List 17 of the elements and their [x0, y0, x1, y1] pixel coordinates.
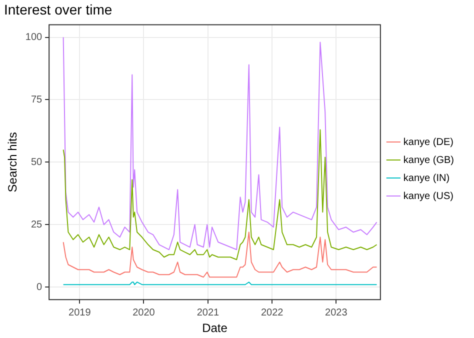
y-tick-label: 75 — [30, 94, 43, 106]
x-axis-title: Date — [202, 321, 228, 336]
y-tick-label: 0 — [36, 282, 43, 293]
chart-title: Interest over time — [4, 1, 112, 18]
legend-label: kanye (DE) — [403, 136, 454, 148]
legend-label: kanye (IN) — [403, 172, 450, 184]
x-tick-label: 2022 — [260, 307, 284, 318]
x-tick-label: 2021 — [196, 307, 220, 318]
legend-label: kanye (US) — [403, 190, 454, 202]
y-axis-title: Search hits — [6, 132, 20, 192]
legend-label: kanye (GB) — [403, 154, 454, 166]
y-tick-label: 50 — [30, 156, 43, 168]
x-tick-label: 2020 — [132, 307, 156, 318]
x-tick-label: 2019 — [68, 307, 92, 318]
x-tick-label: 2023 — [325, 307, 348, 318]
y-tick-label: 25 — [30, 219, 43, 230]
y-tick-label: 100 — [25, 32, 43, 44]
